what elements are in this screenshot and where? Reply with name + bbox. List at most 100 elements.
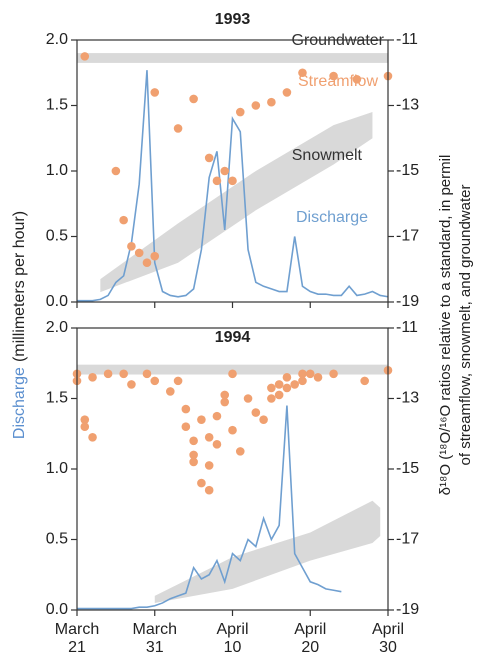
x-tick-label: 20	[301, 639, 319, 656]
series-label: Discharge	[296, 209, 368, 226]
streamflow-point	[282, 88, 292, 97]
streamflow-point	[142, 369, 152, 379]
streamflow-point	[189, 436, 198, 446]
discharge-line	[77, 70, 389, 302]
streamflow-point	[305, 369, 315, 379]
streamflow-point	[181, 404, 191, 414]
y-tick-label: 2.0	[46, 31, 68, 48]
y2-tick-label: -11	[396, 319, 418, 336]
streamflow-point	[197, 415, 206, 424]
streamflow-point	[298, 376, 307, 386]
x-tick-label: April	[372, 621, 404, 638]
streamflow-point	[259, 415, 268, 424]
streamflow-point	[88, 373, 97, 382]
series-label: Groundwater	[292, 32, 385, 49]
x-tick-label: 30	[379, 639, 397, 656]
streamflow-point	[220, 390, 230, 400]
y-tick-label: 0.5	[46, 531, 68, 548]
x-tick-label: March	[55, 621, 99, 638]
streamflow-point	[212, 176, 222, 186]
streamflow-point	[352, 75, 362, 84]
y-axis-label: Discharge (millimeters per hour)	[11, 211, 28, 439]
streamflow-point	[150, 376, 160, 386]
x-tick-label: April	[294, 621, 326, 638]
y2-tick-label: -11	[396, 31, 418, 48]
x-tick-label: April	[216, 621, 248, 638]
streamflow-point	[243, 394, 253, 403]
streamflow-point	[235, 447, 245, 456]
y-tick-label: 2.0	[46, 319, 68, 336]
streamflow-point	[166, 387, 175, 396]
x-tick-label: 10	[224, 639, 242, 656]
y-label-part: (millimeters per hour)	[11, 211, 28, 362]
streamflow-point	[267, 394, 276, 403]
y-tick-label: 0.0	[46, 601, 68, 618]
streamflow-point	[173, 376, 183, 386]
streamflow-point	[189, 457, 198, 467]
snowmelt-area	[154, 500, 381, 603]
groundwater-band	[77, 53, 388, 63]
y2-tick-label: -17	[396, 531, 419, 548]
y2-tick-label: -17	[396, 228, 419, 245]
x-tick-label: 31	[146, 639, 164, 656]
streamflow-point	[298, 369, 307, 379]
streamflow-point	[119, 369, 128, 379]
y-tick-label: 1.5	[46, 97, 68, 114]
streamflow-point	[127, 380, 136, 389]
streamflow-point	[189, 450, 198, 460]
streamflow-point	[134, 248, 144, 258]
y-label-part: Discharge	[11, 367, 28, 439]
streamflow-point	[360, 376, 369, 386]
streamflow-point	[220, 166, 230, 176]
y-tick-label: 0.5	[46, 228, 68, 245]
streamflow-point	[228, 369, 237, 379]
snowmelt-area	[100, 112, 373, 293]
streamflow-point	[150, 88, 160, 97]
streamflow-point	[212, 411, 222, 421]
streamflow-point	[267, 97, 276, 107]
streamflow-point	[298, 68, 307, 78]
y-tick-label: 0.0	[46, 293, 68, 310]
streamflow-point	[111, 166, 121, 176]
y-tick-label: 1.0	[46, 460, 68, 477]
streamflow-point	[204, 432, 214, 442]
streamflow-point	[274, 390, 284, 400]
streamflow-point	[142, 258, 152, 268]
streamflow-point	[267, 383, 276, 393]
y2-tick-label: -19	[396, 293, 419, 310]
y2-axis-label: of streamflow, snowmelt, and groundwater	[457, 185, 474, 466]
streamflow-point	[127, 242, 136, 251]
streamflow-point	[197, 478, 206, 488]
streamflow-point	[204, 485, 214, 495]
streamflow-point	[80, 415, 90, 424]
streamflow-point	[274, 380, 284, 389]
streamflow-point	[88, 432, 97, 442]
streamflow-point	[150, 251, 160, 261]
streamflow-point	[189, 94, 198, 104]
discharge-line	[77, 405, 342, 610]
y2-tick-label: -13	[396, 390, 419, 407]
streamflow-point	[251, 101, 261, 110]
y2-tick-label: -19	[396, 601, 419, 618]
streamflow-point	[228, 425, 237, 435]
streamflow-point	[181, 422, 191, 432]
y2-tick-label: -15	[396, 162, 419, 179]
streamflow-point	[204, 153, 214, 163]
streamflow-point	[282, 383, 292, 393]
streamflow-point	[329, 71, 338, 81]
streamflow-point	[220, 397, 230, 407]
streamflow-point	[329, 369, 338, 379]
streamflow-point	[282, 373, 292, 382]
streamflow-point	[212, 440, 222, 449]
y2-axis-label: δ¹⁸O (¹⁸O/¹⁶O ratios relative to a stand…	[437, 155, 454, 496]
streamflow-point	[228, 176, 237, 186]
streamflow-point	[313, 373, 323, 382]
streamflow-point	[290, 380, 300, 389]
panel-title: 1993	[215, 11, 251, 28]
streamflow-point	[204, 461, 214, 470]
streamflow-point	[173, 124, 183, 133]
y-tick-label: 1.5	[46, 390, 68, 407]
series-label: Streamflow	[298, 73, 378, 90]
streamflow-point	[235, 107, 245, 117]
